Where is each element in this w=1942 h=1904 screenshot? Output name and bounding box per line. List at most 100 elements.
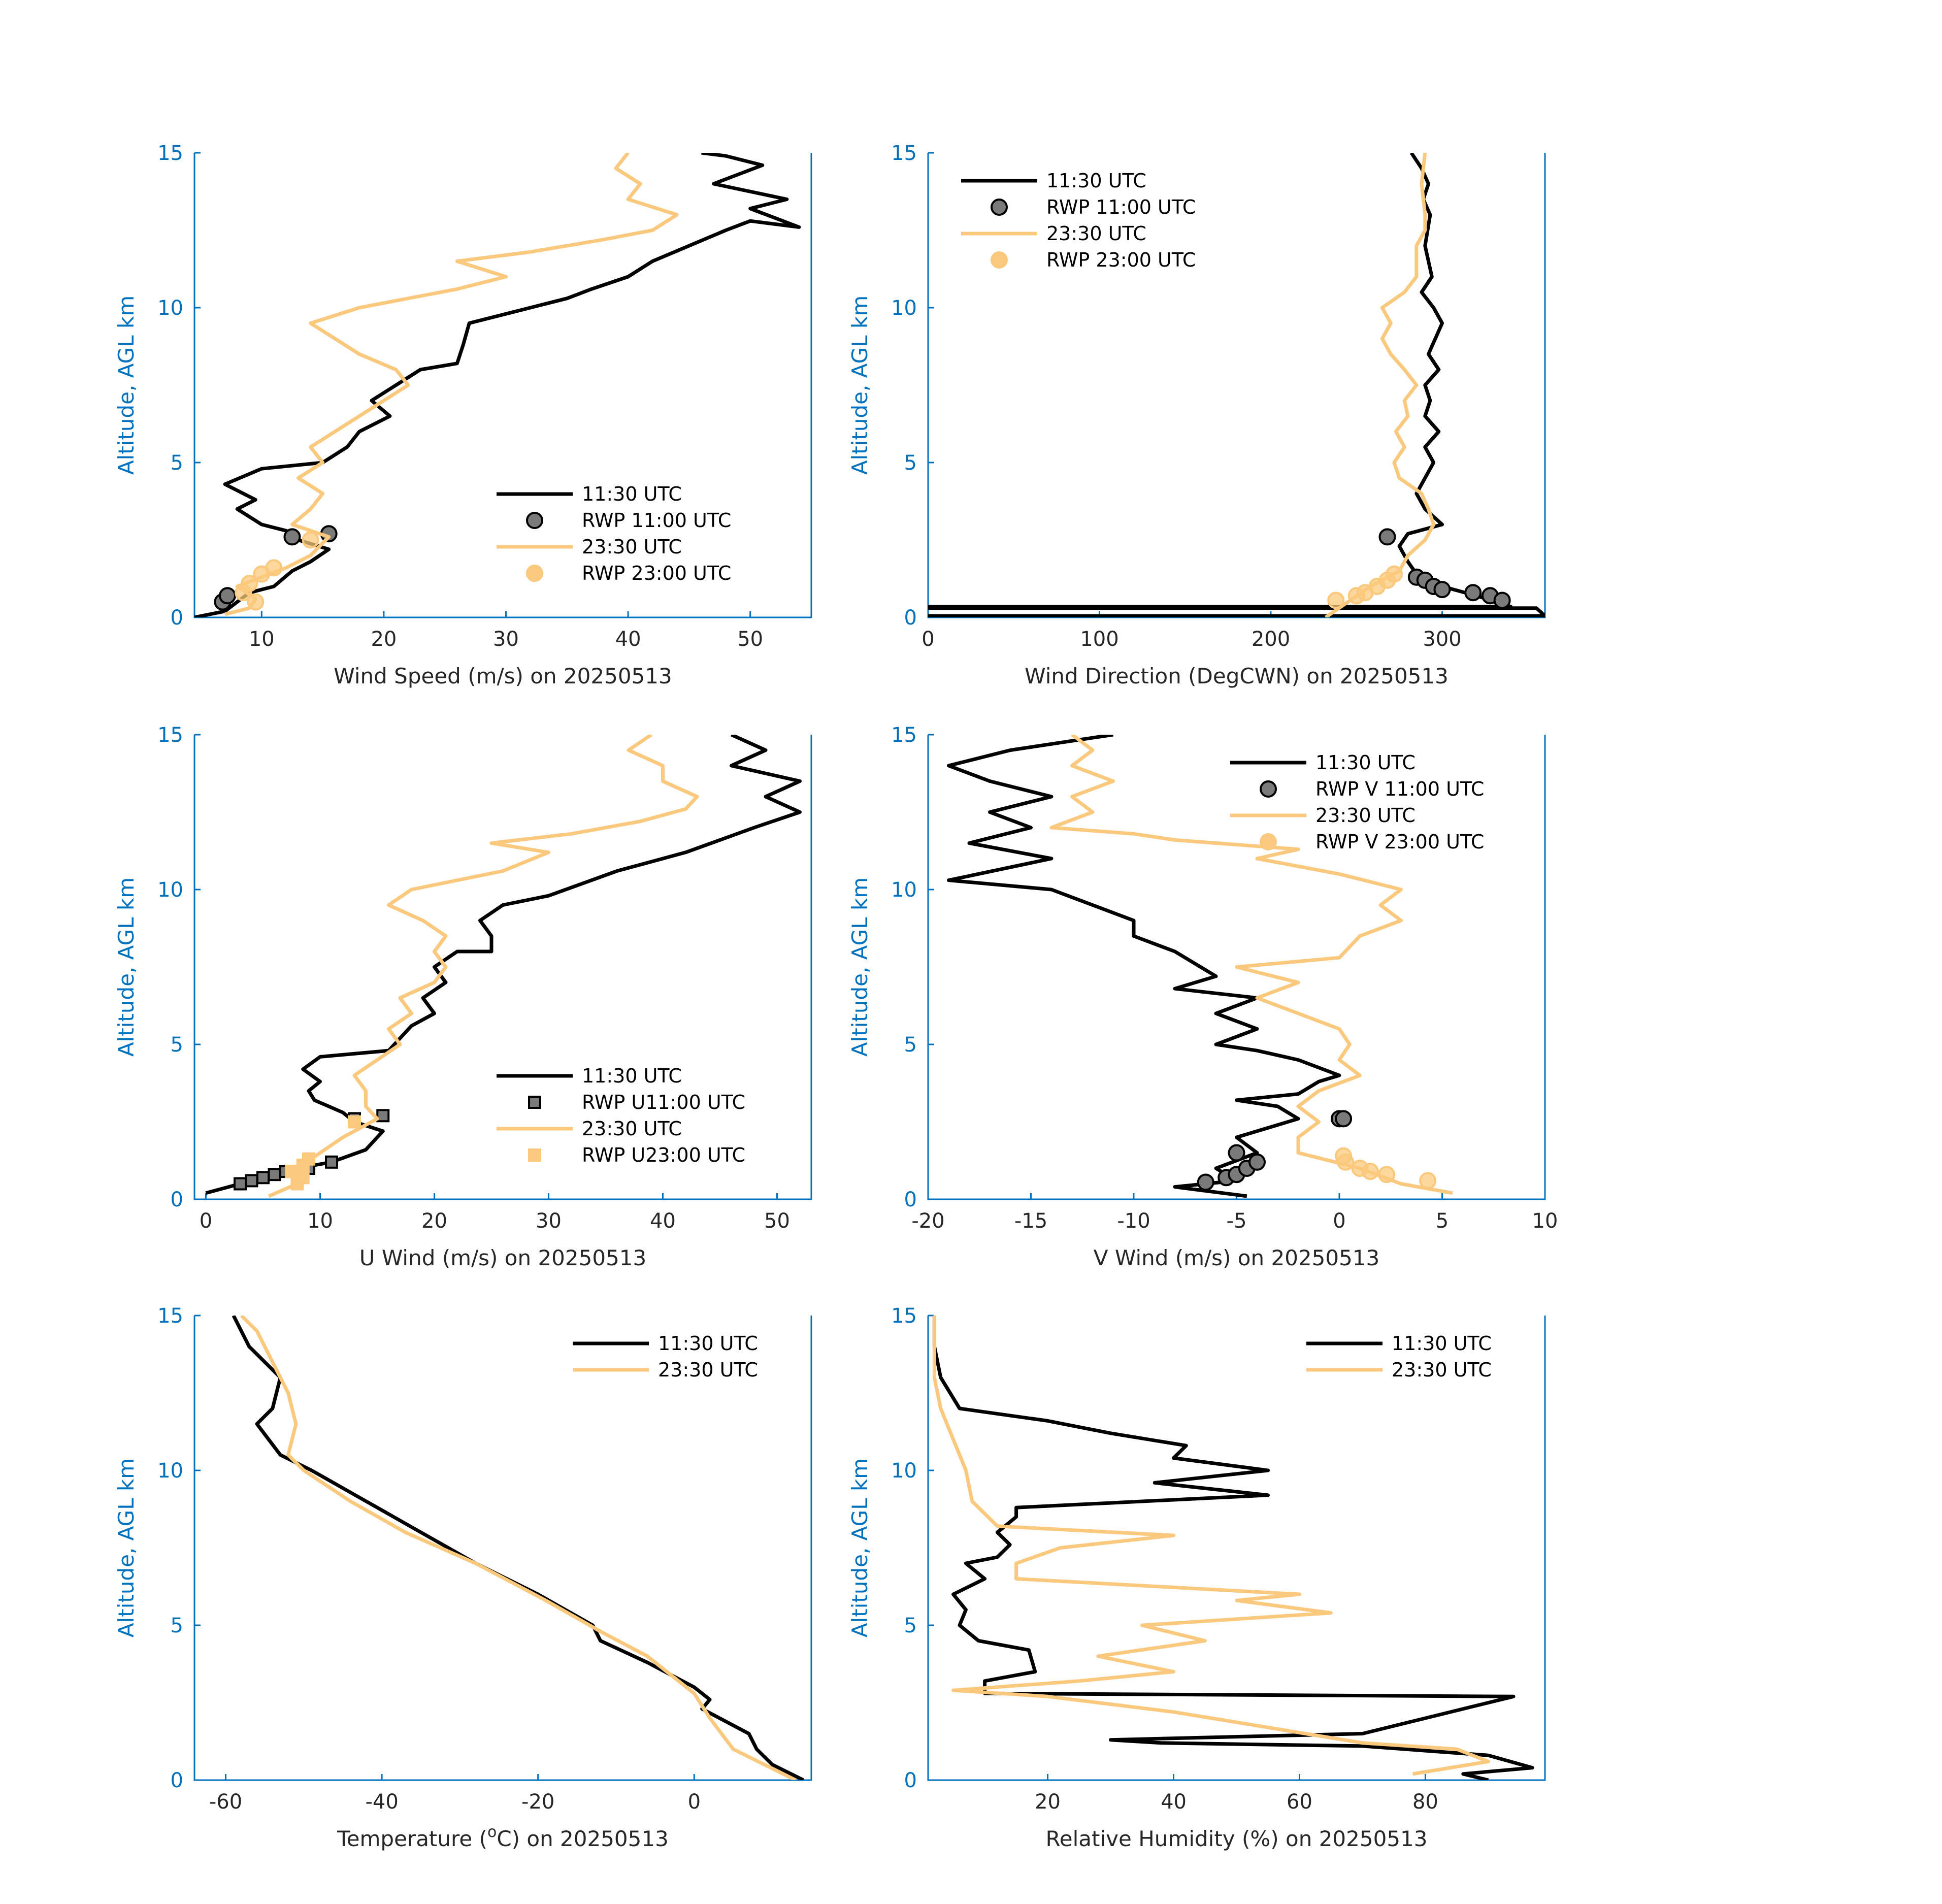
legend: 11:30 UTC 23:30 UTC	[573, 1332, 758, 1381]
legend-label: RWP V 11:00 UTC	[1315, 778, 1484, 800]
legend-label: 23:30 UTC	[1392, 1359, 1492, 1381]
legend: 11:30 UTC RWP 11:00 UTC 23:30 UTC RWP 23:00…	[497, 483, 731, 584]
data-point	[1197, 1173, 1214, 1191]
x-tick-label: -60	[209, 1790, 242, 1814]
series-line	[268, 735, 699, 1198]
legend-marker-swatch	[526, 512, 543, 529]
data-point	[1433, 581, 1451, 599]
data-point	[1493, 592, 1511, 609]
x-axis-label: V Wind (m/s) on 20250513	[1094, 1245, 1380, 1270]
data-point	[1327, 592, 1345, 609]
y-tick-label: 10	[157, 1459, 183, 1483]
y-tick-label: 5	[904, 451, 917, 475]
x-tick-label: 50	[737, 628, 763, 651]
y-tick-label: 5	[171, 1614, 183, 1637]
x-tick-label: 10	[249, 628, 275, 651]
y-tick-label: 0	[904, 1188, 917, 1211]
x-tick-label: 10	[307, 1209, 333, 1233]
y-axis-label: Altitude, AGL km	[847, 877, 872, 1057]
series-line	[194, 153, 801, 617]
data-point	[234, 1177, 247, 1191]
legend-label: RWP 11:00 UTC	[582, 509, 731, 532]
x-tick-label: 60	[1287, 1790, 1312, 1814]
legend-label: 11:30 UTC	[658, 1332, 758, 1355]
data-point	[1248, 1153, 1266, 1171]
data-point	[1228, 1144, 1245, 1162]
data-point	[1378, 1166, 1396, 1184]
legend: 11:30 UTC RWP U11:00 UTC 23:30 UTC RWP U23:…	[497, 1065, 745, 1166]
y-tick-label: 15	[891, 1304, 917, 1328]
x-tick-label: -10	[1117, 1209, 1150, 1233]
axes-frame	[193, 1316, 812, 1781]
data-point	[241, 574, 258, 592]
y-axis-label: Altitude, AGL km	[114, 1458, 139, 1637]
y-tick-label: 15	[891, 724, 917, 747]
x-tick-label: 0	[1333, 1209, 1345, 1233]
plot-area	[947, 735, 1453, 1198]
legend: 11:30 UTC RWP V 11:00 UTC 23:30 UTC RWP V 2…	[1230, 751, 1484, 853]
legend: 11:30 UTC RWP 11:00 UTC 23:30 UTC RWP 23:00…	[961, 170, 1196, 271]
series-line	[932, 1316, 1534, 1780]
series-line	[232, 1316, 805, 1780]
data-point	[302, 531, 319, 549]
series-line	[1049, 735, 1453, 1195]
y-tick-label: 10	[891, 297, 917, 320]
x-tick-label: 0	[688, 1790, 701, 1814]
data-point	[283, 528, 301, 546]
data-point	[348, 1115, 361, 1129]
legend-marker-swatch	[991, 251, 1008, 269]
data-point	[1335, 1110, 1353, 1128]
legend-marker-swatch	[1260, 833, 1277, 850]
y-tick-label: 10	[891, 878, 917, 902]
legend-marker-swatch	[528, 1096, 541, 1109]
x-tick-label: 30	[493, 628, 519, 651]
legend-label: RWP U23:00 UTC	[582, 1144, 745, 1166]
legend-label: 23:30 UTC	[582, 1118, 682, 1140]
y-tick-label: 0	[904, 1769, 917, 1792]
data-point	[296, 1171, 310, 1185]
axes-frame	[927, 1316, 1546, 1781]
series-line	[205, 735, 802, 1195]
y-axis-label: Altitude, AGL km	[114, 296, 139, 475]
data-point	[1464, 584, 1482, 602]
plot-area	[928, 153, 1545, 617]
x-tick-label: 50	[764, 1209, 790, 1233]
data-point	[218, 587, 236, 605]
legend-label: 23:30 UTC	[1315, 804, 1416, 827]
y-tick-label: 15	[157, 1304, 183, 1328]
data-point	[247, 593, 265, 611]
y-tick-label: 15	[891, 142, 917, 165]
legend-marker-swatch	[526, 565, 543, 582]
plot-area	[205, 735, 802, 1198]
x-tick-label: -20	[911, 1209, 944, 1233]
x-tick-label: 20	[421, 1209, 447, 1233]
legend-label: 23:30 UTC	[582, 536, 682, 558]
x-tick-label: 100	[1080, 628, 1118, 651]
data-point	[285, 1165, 299, 1178]
axes-frame	[193, 153, 812, 618]
x-axis-label: Wind Speed (m/s) on 20250513	[334, 664, 672, 688]
y-tick-label: 5	[904, 1614, 917, 1637]
x-axis-label: Wind Direction (DegCWN) on 20250513	[1025, 664, 1449, 688]
legend-label: 11:30 UTC	[1392, 1332, 1492, 1355]
temperature-panel: 0 5 10 15 -60 -40 -20 0 Altitude, AGL km Temperat…	[114, 1304, 812, 1851]
legend-marker-swatch	[528, 1148, 541, 1162]
x-tick-label: 20	[1035, 1790, 1061, 1814]
data-point	[1386, 565, 1403, 583]
wind-speed-panel: 0 5 10 15 10 20 30 40 50 Altitude, AGL km Wind Spe…	[114, 142, 812, 688]
y-tick-label: 10	[157, 297, 183, 320]
v-wind-panel: 0 5 10 15 -20 -15 -10 -5 0 5 10 Altitude, AGL km V W…	[847, 724, 1558, 1270]
y-tick-label: 15	[157, 142, 183, 165]
legend-marker-swatch	[991, 199, 1008, 216]
x-tick-label: 30	[536, 1209, 562, 1233]
plot-area	[932, 1316, 1534, 1780]
u-wind-panel: 0 5 10 15 0 10 20 30 40 50 Altitude, AGL km U Wind …	[114, 724, 812, 1270]
y-tick-label: 5	[171, 1033, 183, 1057]
data-point	[1335, 1147, 1353, 1165]
y-axis-label: Altitude, AGL km	[847, 296, 872, 475]
x-tick-label: 40	[615, 628, 641, 651]
y-tick-label: 5	[904, 1033, 917, 1057]
series-line	[932, 1316, 1490, 1776]
legend-label: 11:30 UTC	[582, 483, 682, 505]
plot-area	[232, 1316, 805, 1780]
